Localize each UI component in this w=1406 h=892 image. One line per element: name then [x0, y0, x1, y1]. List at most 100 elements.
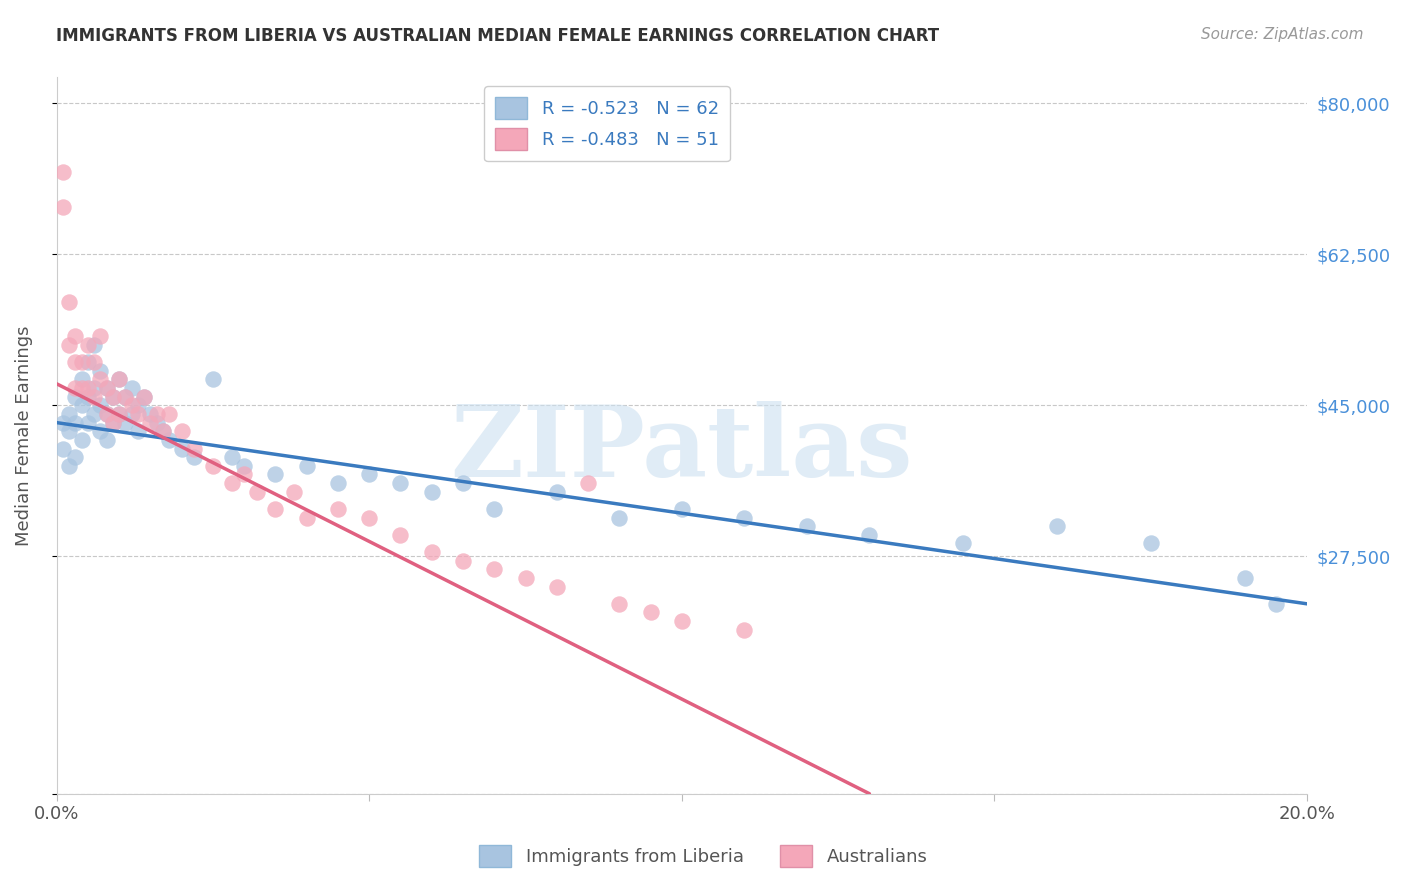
Point: [65, 329, 87, 343]
Point: [145, 416, 167, 430]
Point: [127, 398, 149, 412]
Point: [114, 390, 136, 404]
Point: [89, 329, 111, 343]
Point: [733, 510, 755, 524]
Point: [389, 528, 412, 542]
Point: [607, 510, 630, 524]
Point: [733, 623, 755, 637]
Point: [70, 433, 93, 447]
Point: [52, 442, 75, 456]
Point: [201, 458, 224, 473]
Point: [108, 407, 131, 421]
Point: [58, 294, 80, 309]
Y-axis label: Median Female Earnings: Median Female Earnings: [15, 326, 32, 546]
Point: [76, 338, 98, 352]
Point: [451, 476, 474, 491]
Point: [101, 390, 124, 404]
Point: [58, 338, 80, 352]
Point: [326, 476, 349, 491]
Point: [295, 458, 318, 473]
Point: [96, 407, 118, 421]
Point: [952, 536, 974, 550]
Point: [121, 381, 143, 395]
Point: [451, 554, 474, 568]
Point: [121, 407, 143, 421]
Point: [183, 442, 205, 456]
Point: [127, 407, 149, 421]
Point: [264, 467, 287, 482]
Point: [359, 510, 381, 524]
Point: [515, 571, 537, 585]
Point: [70, 398, 93, 412]
Point: [671, 502, 693, 516]
Point: [671, 614, 693, 628]
Point: [359, 467, 381, 482]
Text: IMMIGRANTS FROM LIBERIA VS AUSTRALIAN MEDIAN FEMALE EARNINGS CORRELATION CHART: IMMIGRANTS FROM LIBERIA VS AUSTRALIAN ME…: [56, 27, 939, 45]
Point: [233, 458, 256, 473]
Point: [76, 355, 98, 369]
Point: [65, 450, 87, 464]
Legend: R = -0.523   N = 62, R = -0.483   N = 51: R = -0.523 N = 62, R = -0.483 N = 51: [484, 87, 730, 161]
Point: [1233, 571, 1256, 585]
Point: [134, 390, 156, 404]
Point: [83, 407, 105, 421]
Point: [96, 433, 118, 447]
Point: [389, 476, 412, 491]
Point: [70, 372, 93, 386]
Point: [76, 390, 98, 404]
Point: [52, 200, 75, 214]
Point: [76, 416, 98, 430]
Point: [201, 372, 224, 386]
Point: [108, 372, 131, 386]
Point: [52, 416, 75, 430]
Point: [58, 458, 80, 473]
Point: [58, 407, 80, 421]
Point: [83, 338, 105, 352]
Point: [83, 381, 105, 395]
Text: Source: ZipAtlas.com: Source: ZipAtlas.com: [1201, 27, 1364, 42]
Point: [108, 372, 131, 386]
Point: [101, 416, 124, 430]
Point: [89, 398, 111, 412]
Point: [96, 407, 118, 421]
Point: [89, 372, 111, 386]
Point: [246, 484, 269, 499]
Point: [170, 424, 193, 438]
Point: [295, 510, 318, 524]
Point: [127, 424, 149, 438]
Point: [576, 476, 599, 491]
Point: [484, 502, 506, 516]
Point: [58, 424, 80, 438]
Point: [76, 381, 98, 395]
Point: [70, 355, 93, 369]
Point: [65, 355, 87, 369]
Point: [420, 545, 443, 559]
Point: [83, 355, 105, 369]
Point: [183, 450, 205, 464]
Point: [101, 390, 124, 404]
Point: [1264, 597, 1286, 611]
Point: [89, 364, 111, 378]
Point: [96, 381, 118, 395]
Point: [96, 381, 118, 395]
Point: [83, 390, 105, 404]
Text: ZIPatlas: ZIPatlas: [450, 401, 912, 499]
Point: [65, 390, 87, 404]
Point: [221, 450, 243, 464]
Point: [65, 416, 87, 430]
Point: [1139, 536, 1161, 550]
Point: [640, 606, 662, 620]
Point: [157, 433, 180, 447]
Point: [134, 390, 156, 404]
Point: [145, 407, 167, 421]
Point: [139, 407, 162, 421]
Point: [139, 416, 162, 430]
Point: [221, 476, 243, 491]
Point: [484, 562, 506, 576]
Point: [420, 484, 443, 499]
Point: [121, 398, 143, 412]
Point: [65, 381, 87, 395]
Point: [101, 416, 124, 430]
Point: [152, 424, 174, 438]
Point: [233, 467, 256, 482]
